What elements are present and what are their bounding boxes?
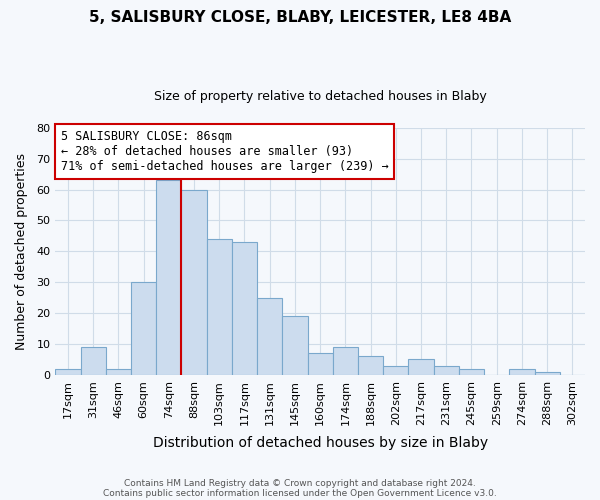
Bar <box>434 366 459 375</box>
Bar <box>232 242 257 375</box>
Bar <box>358 356 383 375</box>
Text: 5, SALISBURY CLOSE, BLABY, LEICESTER, LE8 4BA: 5, SALISBURY CLOSE, BLABY, LEICESTER, LE… <box>89 10 511 25</box>
Bar <box>283 316 308 375</box>
Bar <box>55 368 80 375</box>
Bar <box>181 190 206 375</box>
Bar <box>308 354 333 375</box>
X-axis label: Distribution of detached houses by size in Blaby: Distribution of detached houses by size … <box>152 436 488 450</box>
Bar <box>106 368 131 375</box>
Bar <box>333 347 358 375</box>
Bar <box>459 368 484 375</box>
Text: 5 SALISBURY CLOSE: 86sqm
← 28% of detached houses are smaller (93)
71% of semi-d: 5 SALISBURY CLOSE: 86sqm ← 28% of detach… <box>61 130 388 173</box>
Bar <box>409 360 434 375</box>
Bar <box>383 366 409 375</box>
Bar <box>206 239 232 375</box>
Title: Size of property relative to detached houses in Blaby: Size of property relative to detached ho… <box>154 90 487 103</box>
Bar <box>257 298 283 375</box>
Bar <box>131 282 156 375</box>
Text: Contains public sector information licensed under the Open Government Licence v3: Contains public sector information licen… <box>103 488 497 498</box>
Text: Contains HM Land Registry data © Crown copyright and database right 2024.: Contains HM Land Registry data © Crown c… <box>124 478 476 488</box>
Bar <box>80 347 106 375</box>
Bar <box>156 180 181 375</box>
Y-axis label: Number of detached properties: Number of detached properties <box>15 153 28 350</box>
Bar <box>509 368 535 375</box>
Bar <box>535 372 560 375</box>
